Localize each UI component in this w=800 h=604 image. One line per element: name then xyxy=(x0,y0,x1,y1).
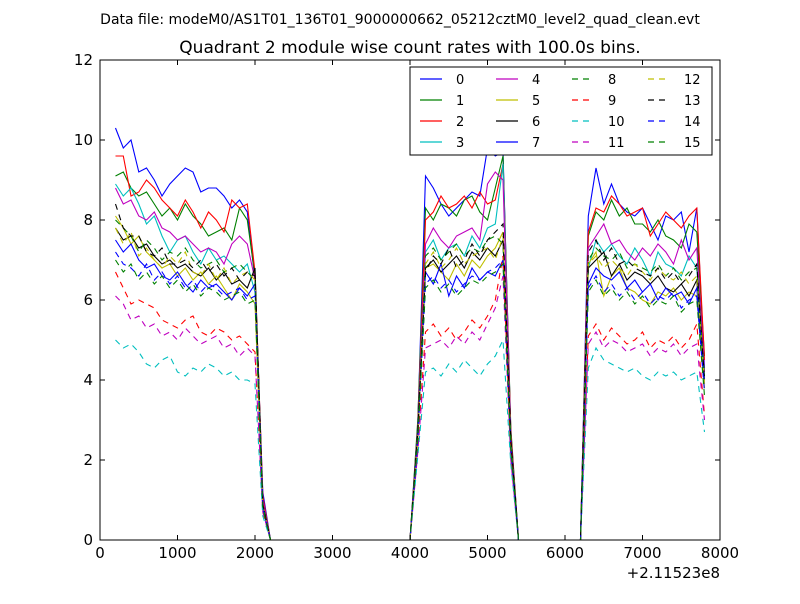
x-tick-label: 4000 xyxy=(391,544,429,562)
x-axis-offset-label: +2.11523e8 xyxy=(627,564,720,582)
x-tick-label: 8000 xyxy=(701,544,739,562)
legend-label-8: 8 xyxy=(608,73,616,88)
x-tick-label: 7000 xyxy=(623,544,661,562)
x-tick-label: 5000 xyxy=(468,544,506,562)
legend-label-12: 12 xyxy=(684,73,701,88)
legend-label-9: 9 xyxy=(608,94,616,109)
y-tick-label: 12 xyxy=(74,51,93,69)
legend-box xyxy=(409,66,713,156)
legend-label-14: 14 xyxy=(684,115,701,130)
figure-suptitle: Data file: modeM0/AS1T01_136T01_90000006… xyxy=(100,12,700,28)
tick-layer: 0 1000 2000 3000 4000 5000 6000 7000 80000246810… xyxy=(74,51,739,562)
y-tick-label: 6 xyxy=(83,291,93,309)
legend-label-7: 7 xyxy=(532,136,540,151)
x-tick-label: 3000 xyxy=(313,544,351,562)
legend-label-5: 5 xyxy=(532,94,540,109)
y-tick-label: 10 xyxy=(74,131,93,149)
legend-label-10: 10 xyxy=(608,115,625,130)
y-tick-label: 0 xyxy=(83,531,93,549)
legend-label-15: 15 xyxy=(684,136,701,151)
y-tick-label: 2 xyxy=(83,451,93,469)
y-tick-label: 8 xyxy=(83,211,93,229)
plot-area: 0 1000 2000 3000 4000 5000 6000 7000 80000246810… xyxy=(74,51,739,562)
legend-label-13: 13 xyxy=(684,94,701,109)
legend-label-4: 4 xyxy=(532,73,540,88)
x-tick-label: 2000 xyxy=(236,544,274,562)
legend-label-1: 1 xyxy=(456,94,464,109)
y-tick-label: 4 xyxy=(83,371,93,389)
x-tick-label: 6000 xyxy=(546,544,584,562)
series-12-line xyxy=(115,227,706,541)
x-tick-label: 1000 xyxy=(158,544,196,562)
chart-title: Quadrant 2 module wise count rates with … xyxy=(179,38,640,58)
legend-label-2: 2 xyxy=(456,115,464,130)
legend-label-11: 11 xyxy=(608,136,625,151)
legend-label-6: 6 xyxy=(532,115,540,130)
legend-label-3: 3 xyxy=(456,136,464,151)
legend-label-0: 0 xyxy=(456,73,464,88)
x-tick-label: 0 xyxy=(95,544,105,562)
